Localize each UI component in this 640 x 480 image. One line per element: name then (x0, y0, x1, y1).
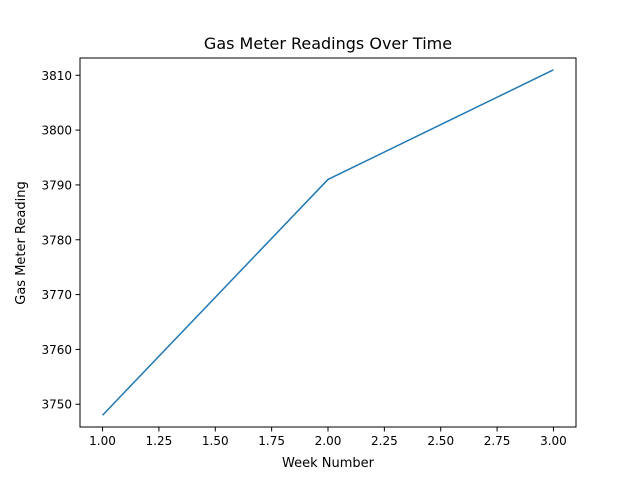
x-tick-label: 3.00 (540, 434, 567, 448)
y-tick-label: 3810 (41, 69, 72, 83)
x-tick-label: 1.25 (146, 434, 173, 448)
x-tick-label: 2.50 (427, 434, 454, 448)
x-tick-label: 2.25 (371, 434, 398, 448)
y-tick-label: 3750 (41, 398, 72, 412)
x-tick-label: 1.75 (258, 434, 285, 448)
y-tick-label: 3790 (41, 178, 72, 192)
chart-title: Gas Meter Readings Over Time (204, 34, 452, 53)
y-tick-label: 3760 (41, 343, 72, 357)
y-axis-label: Gas Meter Reading (14, 181, 29, 305)
x-tick-label: 1.50 (202, 434, 229, 448)
series-line-0 (102, 69, 554, 416)
y-tick-label: 3770 (41, 288, 72, 302)
x-tick-label: 1.00 (89, 434, 116, 448)
x-tick-label: 2.00 (315, 434, 342, 448)
y-tick-label: 3780 (41, 233, 72, 247)
y-tick-label: 3800 (41, 124, 72, 138)
x-axis-label: Week Number (282, 456, 375, 471)
plot-area: 1.00 1.25 1.50 1.75 2.00 2.25 2.50 2.75 3.00 3750… (41, 57, 577, 448)
x-tick-label: 2.75 (484, 434, 511, 448)
